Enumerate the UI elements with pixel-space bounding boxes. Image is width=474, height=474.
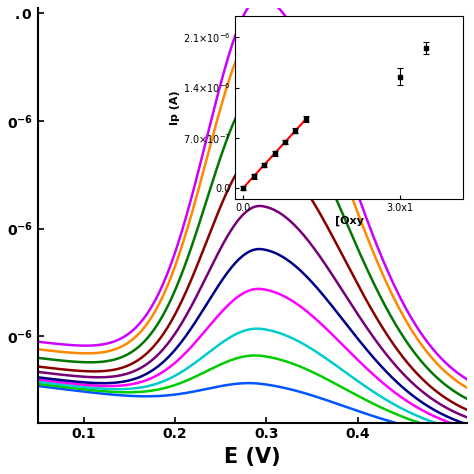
X-axis label: E (V): E (V) [224, 447, 281, 467]
